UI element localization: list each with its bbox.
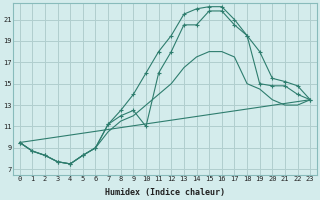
X-axis label: Humidex (Indice chaleur): Humidex (Indice chaleur): [105, 188, 225, 197]
